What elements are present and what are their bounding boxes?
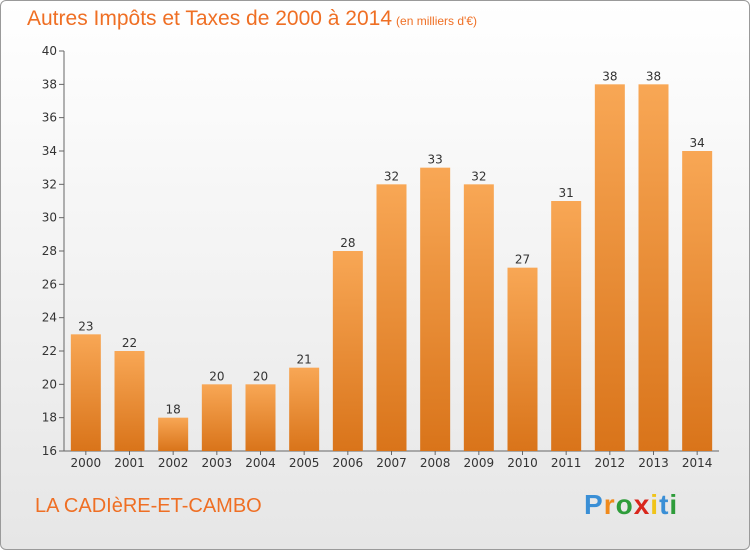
data-label: 32	[471, 169, 486, 183]
x-tick-label: 2011	[551, 456, 582, 470]
brand-letter: i	[650, 489, 660, 520]
x-tick-label: 2007	[376, 456, 407, 470]
x-tick-label: 2004	[245, 456, 276, 470]
x-axis: 2000 2001 2002 2003 2004 2005 2006 2007 2008 2009…	[64, 450, 719, 470]
y-tick-label: 18	[42, 411, 57, 425]
x-tick-label: 2008	[420, 456, 451, 470]
bar-2000	[70, 334, 101, 451]
y-tick-label: 24	[42, 311, 57, 325]
brand-logo: Proxiti	[584, 489, 678, 521]
x-tick-label: 2002	[158, 456, 189, 470]
bar-2011	[551, 201, 582, 451]
data-label: 18	[166, 403, 181, 417]
data-label: 27	[515, 253, 530, 267]
x-tick-label: 2006	[333, 456, 364, 470]
x-tick-label: 2001	[114, 456, 145, 470]
bar-2001	[114, 351, 145, 451]
bar-2005	[289, 367, 320, 451]
x-tick-label: 2013	[638, 456, 669, 470]
bar-2002	[158, 417, 189, 451]
data-label: 31	[559, 186, 574, 200]
bar-2013	[638, 84, 669, 451]
x-tick-label: 2014	[682, 456, 713, 470]
chart-title-unit: (en milliers d'€)	[396, 14, 478, 28]
brand-letter: i	[669, 489, 679, 520]
bars: 23 22 18 20 20 21 28 32 33 32 27 31 38 38 34	[70, 69, 713, 452]
data-label: 38	[602, 69, 617, 83]
brand-letter: x	[633, 489, 651, 520]
x-tick-label: 2005	[289, 456, 320, 470]
x-tick-label: 2009	[464, 456, 495, 470]
bar-2004	[245, 384, 276, 451]
y-tick-label: 16	[42, 444, 57, 458]
brand-letter: t	[659, 489, 670, 520]
data-label: 22	[122, 336, 137, 350]
y-tick-label: 36	[42, 111, 57, 125]
data-label: 33	[428, 153, 443, 167]
data-label: 28	[340, 236, 355, 250]
chart-title-text: Autres Impôts et Taxes de 2000 à 2014	[27, 7, 393, 30]
y-tick-label: 40	[42, 44, 57, 58]
y-tick-label: 20	[42, 377, 57, 391]
data-label: 38	[646, 69, 661, 83]
brand-letter: r	[603, 489, 616, 520]
bar-2006	[332, 251, 363, 451]
y-tick-label: 30	[42, 211, 57, 225]
x-tick-label: 2010	[507, 456, 538, 470]
town-name: LA CADIèRE-ET-CAMBO	[35, 495, 262, 517]
data-label: 23	[78, 319, 93, 333]
x-tick-label: 2000	[71, 456, 102, 470]
y-tick-label: 38	[42, 77, 57, 91]
bar-2012	[594, 84, 625, 451]
y-tick-label: 34	[42, 144, 57, 158]
x-tick-label: 2003	[202, 456, 233, 470]
bar-2009	[463, 184, 494, 452]
x-tick-label: 2012	[595, 456, 626, 470]
bar-2007	[376, 184, 407, 452]
bar-2003	[201, 384, 232, 451]
bar-2008	[420, 167, 451, 451]
data-label: 21	[297, 353, 312, 367]
data-label: 20	[209, 369, 224, 383]
bar-2010	[507, 267, 538, 451]
data-label: 32	[384, 169, 399, 183]
bar-2014	[682, 151, 713, 451]
y-tick-label: 26	[42, 277, 57, 291]
y-tick-label: 22	[42, 344, 57, 358]
brand-letter: o	[615, 489, 634, 520]
y-tick-label: 32	[42, 177, 57, 191]
y-axis: 16 18 20 22 24 26 28 30 32 34 36 38 40	[42, 44, 65, 458]
chart-title: Autres Impôts et Taxes de 2000 à 2014 (en…	[27, 7, 477, 31]
brand-letter: P	[584, 489, 604, 520]
y-tick-label: 28	[42, 244, 57, 258]
data-label: 34	[690, 136, 705, 150]
data-label: 20	[253, 369, 268, 383]
